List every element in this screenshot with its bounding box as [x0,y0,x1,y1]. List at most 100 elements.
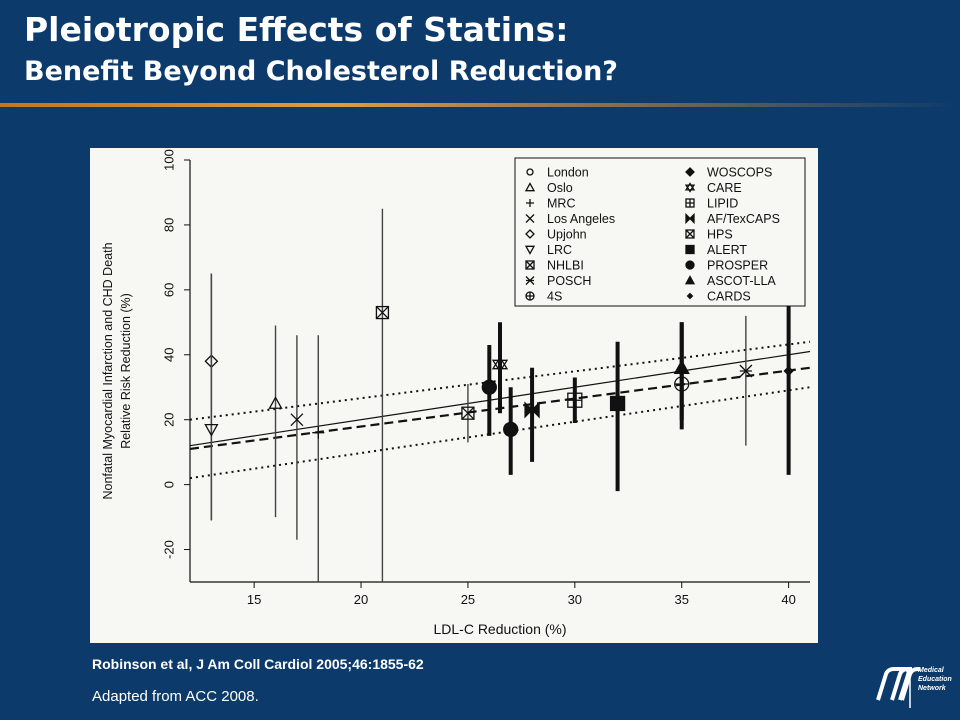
x-tick-label: 20 [354,592,368,607]
slide-title: Pleiotropic Effects of Statins: Benefit … [24,8,618,92]
marker-square-filled [609,395,626,412]
title-line-1: Pleiotropic Effects of Statins: [24,10,569,49]
marker-square [685,229,695,239]
data-point-hps [461,383,475,443]
legend-item-alert: ALERT [685,243,747,257]
marker-circle-plus [526,292,534,300]
x-tick-label: 25 [461,592,475,607]
legend-item-cards: CARDS [686,290,751,304]
x-tick-label: 40 [781,592,795,607]
marker-triangle-down [204,423,219,437]
legend-item-lrc: LRC [524,243,572,257]
legend-label: LRC [547,243,572,257]
legend-label: ALERT [707,243,747,257]
marker-square-x [525,260,535,270]
marker-square [375,305,390,320]
marker-square-x [685,229,695,239]
y-tick-label: 40 [161,348,176,362]
legend-item-london: London [526,166,589,180]
marker-circle-filled [503,421,519,438]
data-point-nhlbi [375,208,390,582]
legend-item-aftexcaps: AF/TexCAPS [685,212,780,226]
chart-svg: -20 0 20 40 60 80 100 15 20 25 30 35 40 LDL-C Reducti… [101,149,811,637]
marker-square-plus [686,199,694,207]
marker-star-down [684,184,696,193]
data-point-oslo [268,325,283,518]
marker-diamond-small [783,365,794,377]
legend-item-hps: HPS [685,228,733,242]
marker-circle-filled [685,260,695,270]
marker-diamond-filled [685,167,695,177]
legend-label: London [547,166,589,180]
y-axis-label-line-2: Relative Risk Reduction (%) [119,293,133,449]
legend-label: POSCH [547,274,591,288]
y-tick-label: 60 [161,283,176,297]
y-tick-label: 80 [161,218,176,232]
y-tick-label: 100 [161,149,176,171]
legend-label: HPS [707,228,733,242]
marker-star-up [491,356,509,370]
marker-square [461,406,475,420]
legend-item-mrc: MRC [526,197,575,211]
marker-star-up [684,182,696,191]
legend-label: LIPID [707,197,738,211]
legend-label: ASCOT-LLA [707,274,776,288]
marker-plus [526,199,534,207]
marker-triangle [268,396,283,409]
legend-item-oslo: Oslo [524,181,573,195]
logo-text-3: Network [918,685,946,692]
x-tick-label: 30 [568,592,582,607]
marker-square-x [461,406,475,420]
marker-x [525,214,535,223]
marker-triangle [524,182,536,192]
data-point-alert [609,341,626,492]
legend-label: PROSPER [707,259,768,273]
marker-diamond-small [686,292,694,300]
logo-text: Medical Education Network [918,666,952,693]
legend-label: AF/TexCAPS [707,212,780,226]
data-point-cards [783,302,794,475]
marker-triangle-filled [684,275,696,285]
legend-item-lipid: LIPID [685,197,738,211]
marker-star-down [491,359,509,373]
data-point-prosper [503,387,519,475]
x-tick-label: 15 [247,592,261,607]
marker-triangle-down [524,245,536,255]
legend-item-losangeles: Los Angeles [525,212,615,226]
marker-diamond-open [525,229,535,239]
marker-square-filled [685,244,695,255]
network-logo: Medical Education Network [874,660,954,712]
legend-label: MRC [547,197,575,211]
logo-text-2: Education [918,676,952,683]
logo-mark-icon [876,667,920,708]
title-divider [0,103,960,107]
adapted-note: Adapted from ACC 2008. [92,688,259,705]
marker-circle-open [526,168,534,176]
legend-item-ascot: ASCOT-LLA [684,274,776,288]
marker-square-x [375,306,389,320]
data-point-posch [739,315,753,446]
legend-item-woscops: WOSCOPS [685,166,772,180]
legend-label: NHLBI [547,259,584,273]
marker-asterisk [525,276,535,285]
marker-circle-filled [481,379,497,395]
legend-label: Upjohn [547,228,587,242]
x-tick-label: 35 [674,592,688,607]
data-point-woscops [481,345,497,436]
legend-item-care: CARE [684,181,742,195]
legend-label: CARDS [707,290,751,304]
legend-label: Oslo [547,181,573,195]
legend-box [514,157,806,307]
data-point-lrc [204,273,219,521]
x-axis-label: LDL-C Reduction (%) [433,621,566,637]
title-line-2: Benefit Beyond Cholesterol Reduction? [24,56,618,87]
legend-label: WOSCOPS [707,166,772,180]
marker-bowtie [685,212,695,225]
marker-triangle-filled [673,359,690,375]
marker-bowtie [524,401,540,419]
data-point-mrc [312,335,325,582]
legend-item-posch: POSCH [525,274,591,288]
marker-square [525,260,535,270]
y-tick-label: 20 [161,412,176,426]
